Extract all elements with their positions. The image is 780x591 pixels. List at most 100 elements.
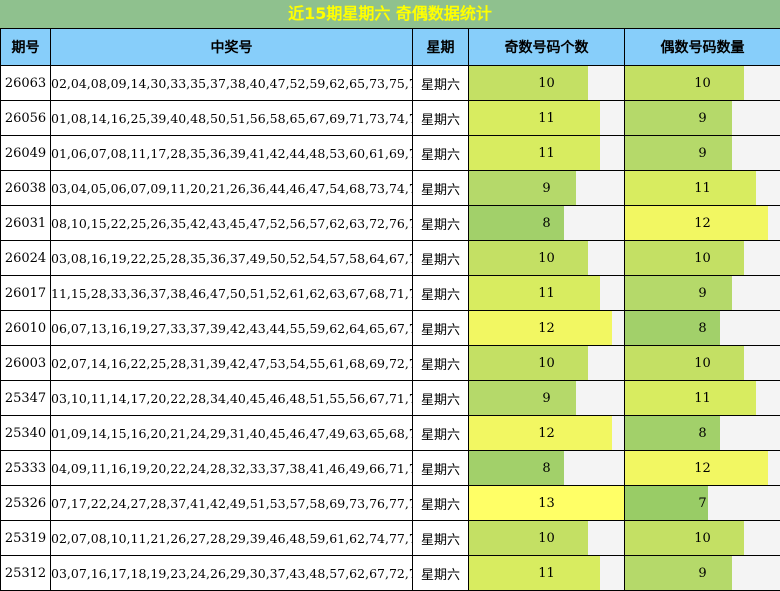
even-count-value: 11 xyxy=(625,171,780,205)
weekday-cell: 星期六 xyxy=(413,556,469,591)
page-title: 近15期星期六 奇偶数据统计 xyxy=(0,0,780,28)
weekday-cell: 星期六 xyxy=(413,486,469,521)
period-cell: 25333 xyxy=(1,451,51,486)
odd-count-cell: 10 xyxy=(469,241,625,276)
period-cell: 26056 xyxy=(1,101,51,136)
odd-count-value: 10 xyxy=(469,66,624,100)
weekday-cell: 星期六 xyxy=(413,66,469,101)
even-count-value: 10 xyxy=(625,346,780,380)
weekday-cell: 星期六 xyxy=(413,346,469,381)
odd-count-value: 10 xyxy=(469,346,624,380)
winning-numbers-cell: 03,07,16,17,18,19,23,24,26,29,30,37,43,4… xyxy=(51,556,413,591)
odd-count-value: 10 xyxy=(469,521,624,555)
weekday-cell: 星期六 xyxy=(413,101,469,136)
odd-count-cell: 9 xyxy=(469,381,625,416)
weekday-cell: 星期六 xyxy=(413,521,469,556)
odd-count-cell: 11 xyxy=(469,136,625,171)
odd-count-value: 8 xyxy=(469,451,624,485)
odd-count-value: 11 xyxy=(469,101,624,135)
winning-numbers-cell: 02,04,08,09,14,30,33,35,37,38,40,47,52,5… xyxy=(51,66,413,101)
odd-count-cell: 11 xyxy=(469,556,625,591)
weekday-cell: 星期六 xyxy=(413,206,469,241)
even-count-value: 9 xyxy=(625,556,780,590)
even-count-cell: 10 xyxy=(625,241,780,276)
winning-numbers-cell: 11,15,28,33,36,37,38,46,47,50,51,52,61,6… xyxy=(51,276,413,311)
even-count-cell: 12 xyxy=(625,206,780,241)
weekday-cell: 星期六 xyxy=(413,451,469,486)
header-period: 期号 xyxy=(1,29,51,66)
even-count-value: 9 xyxy=(625,101,780,135)
even-count-value: 11 xyxy=(625,381,780,415)
odd-count-cell: 12 xyxy=(469,311,625,346)
odd-count-cell: 10 xyxy=(469,521,625,556)
odd-count-value: 9 xyxy=(469,381,624,415)
even-count-value: 12 xyxy=(625,206,780,240)
even-count-cell: 12 xyxy=(625,451,780,486)
winning-numbers-cell: 03,08,16,19,22,25,28,35,36,37,49,50,52,5… xyxy=(51,241,413,276)
winning-numbers-cell: 06,07,13,16,19,27,33,37,39,42,43,44,55,5… xyxy=(51,311,413,346)
period-cell: 25312 xyxy=(1,556,51,591)
even-count-value: 10 xyxy=(625,241,780,275)
period-cell: 26003 xyxy=(1,346,51,381)
even-count-value: 8 xyxy=(625,416,780,450)
winning-numbers-cell: 03,04,05,06,07,09,11,20,21,26,36,44,46,4… xyxy=(51,171,413,206)
odd-count-value: 10 xyxy=(469,241,624,275)
winning-numbers-cell: 01,08,14,16,25,39,40,48,50,51,56,58,65,6… xyxy=(51,101,413,136)
even-count-value: 10 xyxy=(625,66,780,100)
odd-count-value: 11 xyxy=(469,276,624,310)
even-count-cell: 9 xyxy=(625,556,780,591)
period-cell: 26049 xyxy=(1,136,51,171)
header-weekday: 星期 xyxy=(413,29,469,66)
winning-numbers-cell: 02,07,14,16,22,25,28,31,39,42,47,53,54,5… xyxy=(51,346,413,381)
period-cell: 25326 xyxy=(1,486,51,521)
weekday-cell: 星期六 xyxy=(413,136,469,171)
even-count-value: 9 xyxy=(625,136,780,170)
winning-numbers-cell: 08,10,15,22,25,26,35,42,43,45,47,52,56,5… xyxy=(51,206,413,241)
odd-count-cell: 8 xyxy=(469,206,625,241)
header-row: 期号 中奖号 星期 奇数号码个数 偶数号码数量 xyxy=(1,29,780,66)
period-cell: 26017 xyxy=(1,276,51,311)
weekday-cell: 星期六 xyxy=(413,241,469,276)
weekday-cell: 星期六 xyxy=(413,311,469,346)
odd-count-value: 12 xyxy=(469,311,624,345)
even-count-cell: 9 xyxy=(625,101,780,136)
weekday-cell: 星期六 xyxy=(413,276,469,311)
odd-count-value: 9 xyxy=(469,171,624,205)
odd-count-cell: 9 xyxy=(469,171,625,206)
odd-count-cell: 8 xyxy=(469,451,625,486)
weekday-cell: 星期六 xyxy=(413,171,469,206)
even-count-cell: 9 xyxy=(625,136,780,171)
winning-numbers-cell: 04,09,11,16,19,20,22,24,28,32,33,37,38,4… xyxy=(51,451,413,486)
weekday-cell: 星期六 xyxy=(413,416,469,451)
odd-count-cell: 12 xyxy=(469,416,625,451)
even-count-value: 12 xyxy=(625,451,780,485)
even-count-cell: 11 xyxy=(625,381,780,416)
odd-count-cell: 11 xyxy=(469,101,625,136)
even-count-cell: 9 xyxy=(625,276,780,311)
period-cell: 25347 xyxy=(1,381,51,416)
winning-numbers-cell: 01,09,14,15,16,20,21,24,29,31,40,45,46,4… xyxy=(51,416,413,451)
period-cell: 25319 xyxy=(1,521,51,556)
odd-count-cell: 13 xyxy=(469,486,625,521)
even-count-cell: 10 xyxy=(625,521,780,556)
period-cell: 26024 xyxy=(1,241,51,276)
even-count-cell: 10 xyxy=(625,346,780,381)
even-count-cell: 8 xyxy=(625,416,780,451)
period-cell: 26063 xyxy=(1,66,51,101)
even-count-value: 9 xyxy=(625,276,780,310)
even-count-cell: 8 xyxy=(625,311,780,346)
